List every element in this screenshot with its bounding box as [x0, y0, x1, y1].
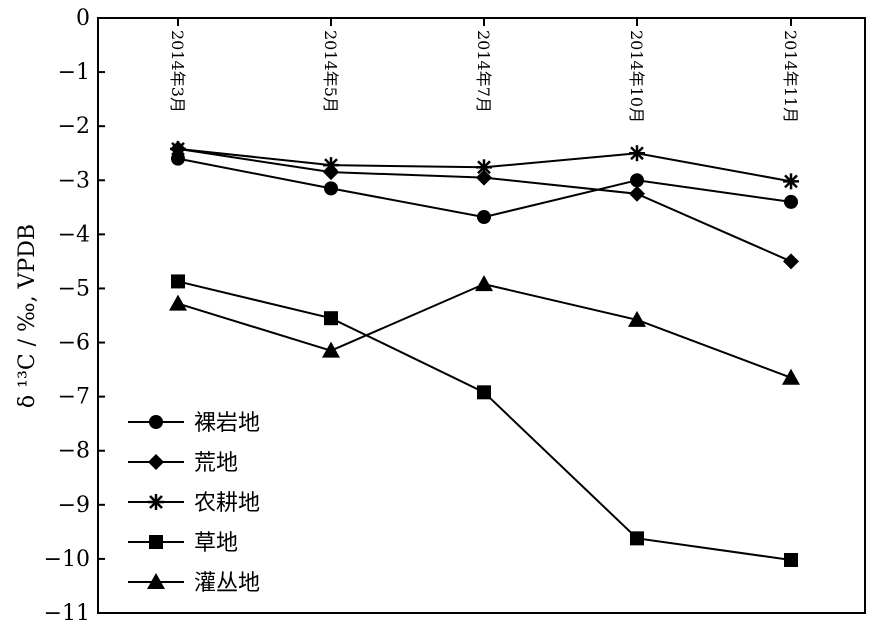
data-point [784, 552, 798, 567]
y-axis-title: δ ¹³C / ‰, VPDB [15, 224, 40, 408]
data-point [324, 311, 338, 326]
legend-label: 荒地 [194, 451, 238, 476]
data-point [148, 454, 164, 470]
series-1 [171, 151, 798, 225]
category-label: 2014年5月 [321, 30, 340, 113]
data-point [629, 145, 645, 162]
legend-item: 荒地 [128, 451, 238, 476]
legend-item: 裸岩地 [128, 411, 260, 436]
y-ticks: 0 −1 −2 −3 −4 −5 −6 −7 −8 −9 −10 −11 [44, 6, 105, 626]
data-point [171, 151, 185, 166]
series-3 [170, 140, 799, 190]
y-tick-label: 0 [76, 6, 90, 31]
series-line [177, 280, 792, 561]
data-point [783, 173, 799, 190]
data-point [630, 531, 644, 546]
data-point [477, 385, 491, 400]
legend-item: 农耕地 [128, 491, 260, 516]
category-label: 2014年3月 [168, 30, 187, 113]
y-tick-label: −9 [58, 493, 90, 518]
series-group [169, 140, 800, 567]
y-tick-label: −8 [58, 439, 90, 464]
data-point [628, 310, 646, 327]
data-point [149, 535, 163, 549]
data-point [169, 294, 187, 311]
series-line [177, 283, 792, 379]
y-tick-label: −1 [58, 60, 90, 85]
data-point [171, 274, 185, 289]
data-point [147, 573, 165, 589]
data-point [784, 194, 798, 209]
data-point [324, 181, 338, 196]
legend-label: 农耕地 [194, 491, 260, 516]
category-label: 2014年7月 [474, 30, 493, 113]
legend-item: 草地 [128, 531, 238, 556]
plot-frame [97, 17, 866, 614]
y-tick-label: −11 [44, 601, 90, 626]
data-point [475, 275, 493, 292]
series-4 [171, 274, 798, 567]
data-point [323, 157, 339, 174]
y-tick-label: −7 [58, 385, 90, 410]
legend-label: 灌丛地 [194, 571, 260, 596]
legend-label: 草地 [194, 531, 238, 556]
category-labels: 2014年3月 2014年5月 2014年7月 2014年10月 2014年11月 [168, 18, 800, 123]
y-tick-label: −10 [44, 547, 90, 572]
data-point [782, 368, 800, 385]
y-tick-label: −6 [58, 331, 90, 356]
y-tick-label: −5 [58, 276, 90, 301]
legend-item: 灌丛地 [128, 571, 260, 596]
y-tick-label: −2 [58, 114, 90, 139]
data-point [149, 415, 163, 429]
data-point [630, 173, 644, 188]
data-point [629, 185, 645, 202]
series-5 [169, 275, 800, 385]
category-label: 2014年10月 [627, 30, 646, 123]
y-tick-label: −3 [58, 168, 90, 193]
data-point [477, 210, 491, 225]
data-point [322, 341, 340, 358]
data-point [783, 253, 799, 270]
data-point [170, 140, 186, 157]
data-point [148, 494, 164, 510]
y-tick-label: −4 [58, 222, 90, 247]
axes [97, 17, 866, 614]
data-point [476, 159, 492, 176]
category-label: 2014年11月 [781, 30, 800, 123]
data-point [476, 169, 492, 186]
legend-label: 裸岩地 [194, 411, 260, 436]
